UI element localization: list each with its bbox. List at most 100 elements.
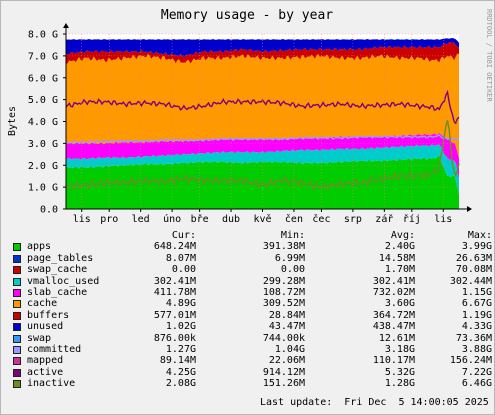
legend-item-cache: cache 4.89G 309.52M 3.60G 6.67G (11, 298, 492, 310)
y-tick-label: 8.0 G (28, 30, 58, 41)
legend-cur: 302.41M (153, 275, 196, 287)
y-tick-label: 1.0 G (28, 183, 58, 194)
legend-item-buffers: buffers 577.01M 28.84M 364.72M 1.19G (11, 309, 492, 321)
legend-avg: 110.17M (372, 355, 415, 367)
y-tick-label: 2.0 G (28, 161, 58, 172)
chart-title: Memory usage - by year (161, 8, 333, 23)
legend-item-slab-cache: slab_cache 411.78M 108.72M 732.02M 1.15G (11, 286, 492, 298)
legend-swatch (13, 300, 21, 309)
legend-avg: 438.47M (372, 321, 415, 333)
legend-avg: 1.28G (384, 378, 415, 390)
legend: Cur: Min: Avg: Max: apps 648.24M 391.38M 2.… (11, 230, 492, 390)
legend-avg: 12.61M (378, 332, 415, 344)
legend-swatch (13, 277, 21, 286)
y-tick-label: 6.0 G (28, 73, 58, 84)
x-tick-label: srp (344, 214, 362, 225)
legend-header: Cur: Min: Avg: Max: (11, 230, 492, 241)
legend-min: 1.04G (274, 343, 305, 355)
legend-cur: 8.07M (165, 252, 196, 264)
legend-item-apps: apps 648.24M 391.38M 2.40G 3.99G (11, 241, 492, 253)
y-tick-label: 3.0 G (28, 139, 58, 150)
legend-item-inactive: inactive 2.08G 151.26M 1.28G 6.46G (11, 378, 492, 390)
legend-avg: 14.58M (378, 252, 415, 264)
legend-min: 391.38M (262, 241, 305, 253)
legend-avg: 732.02M (372, 286, 415, 298)
legend-avg: 302.41M (372, 275, 415, 287)
legend-max: 73.36M (455, 332, 492, 344)
legend-label: mapped (27, 355, 64, 367)
legend-item-page-tables: page_tables 8.07M 6.99M 14.58M 26.63M (11, 252, 492, 264)
y-axis-arrow (63, 23, 69, 28)
legend-min: 0.00 (280, 264, 305, 276)
x-tick-label: říj (403, 213, 421, 225)
legend-swatch (13, 288, 21, 297)
legend-max: 4.33G (461, 321, 492, 333)
legend-max: 156.24M (449, 355, 492, 367)
legend-label: active (27, 366, 64, 378)
x-tick-label: pro (100, 214, 118, 225)
x-tick-label: čec (312, 213, 330, 225)
legend-min: 6.99M (274, 252, 305, 264)
legend-max: 70.08M (455, 264, 492, 276)
legend-swatch (13, 345, 21, 354)
legend-max: 26.63M (455, 252, 492, 264)
legend-max: 3.99G (461, 241, 492, 253)
legend-swatch (13, 380, 21, 389)
header-min: Min: (280, 230, 305, 241)
legend-swatch (13, 243, 21, 252)
legend-cur: 1.02G (165, 321, 196, 333)
legend-min: 744.00k (262, 332, 305, 344)
x-tick-label: led (132, 214, 150, 225)
legend-avg: 364.72M (372, 309, 415, 321)
header-cur: Cur: (171, 230, 196, 241)
y-tick-label: 7.0 G (28, 51, 58, 62)
legend-label: cache (27, 298, 58, 310)
legend-label: unused (27, 321, 64, 333)
y-tick-label: 4.0 G (28, 117, 58, 128)
legend-cur: 2.08G (165, 378, 196, 390)
legend-item-swap: swap 876.00k 744.00k 12.61M 73.36M (11, 332, 492, 344)
cache-area (66, 53, 459, 159)
legend-label: swap (27, 332, 52, 344)
legend-avg: 1.70M (384, 264, 415, 276)
legend-label: slab_cache (27, 286, 88, 298)
header-max: Max: (467, 230, 492, 241)
legend-avg: 3.60G (384, 298, 415, 310)
vmalloc-area (66, 144, 459, 195)
legend-cur: 648.24M (153, 241, 196, 253)
y-tick-label: 5.0 G (28, 95, 58, 106)
legend-swatch (13, 334, 21, 343)
legend-min: 914.12M (262, 366, 305, 378)
legend-max: 302.44M (449, 275, 492, 287)
y-tick-label: 0.0 (40, 205, 58, 216)
apps-area (66, 155, 459, 209)
legend-item-swap-cache: swap_cache 0.00 0.00 1.70M 70.08M (11, 264, 492, 276)
legend-swatch (13, 311, 21, 320)
x-tick-label: lis (73, 214, 91, 225)
legend-swatch (13, 368, 21, 377)
legend-label: vmalloc_used (27, 275, 100, 287)
legend-label: page_tables (27, 252, 94, 264)
legend-swatch (13, 357, 21, 366)
legend-max: 6.46G (461, 378, 492, 390)
header-avg: Avg: (390, 230, 415, 241)
legend-cur: 876.00k (153, 332, 196, 344)
x-tick-label: kvě (253, 213, 271, 225)
y-axis-label: Bytes (7, 106, 18, 136)
memory-chart: Memory usage - by year Bytes RRDTOOL / T… (7, 8, 493, 225)
legend-max: 6.67G (461, 298, 492, 310)
legend-min: 108.72M (262, 286, 305, 298)
legend-max: 1.15G (461, 286, 492, 298)
legend-min: 299.28M (262, 275, 305, 287)
x-tick-label: dub (222, 214, 240, 225)
legend-label: inactive (27, 378, 76, 390)
legend-min: 22.06M (268, 355, 305, 367)
legend-label: swap_cache (27, 264, 88, 276)
legend-item-unused: unused 1.02G 43.47M 438.47M 4.33G (11, 321, 492, 333)
buffers-area (66, 42, 459, 65)
legend-item-mapped: mapped 89.14M 22.06M 110.17M 156.24M (11, 355, 492, 367)
legend-item-vmalloc-used: vmalloc_used 302.41M 299.28M 302.41M 302.44M (11, 275, 492, 287)
x-axis-arrow (467, 206, 472, 212)
legend-min: 28.84M (268, 309, 305, 321)
